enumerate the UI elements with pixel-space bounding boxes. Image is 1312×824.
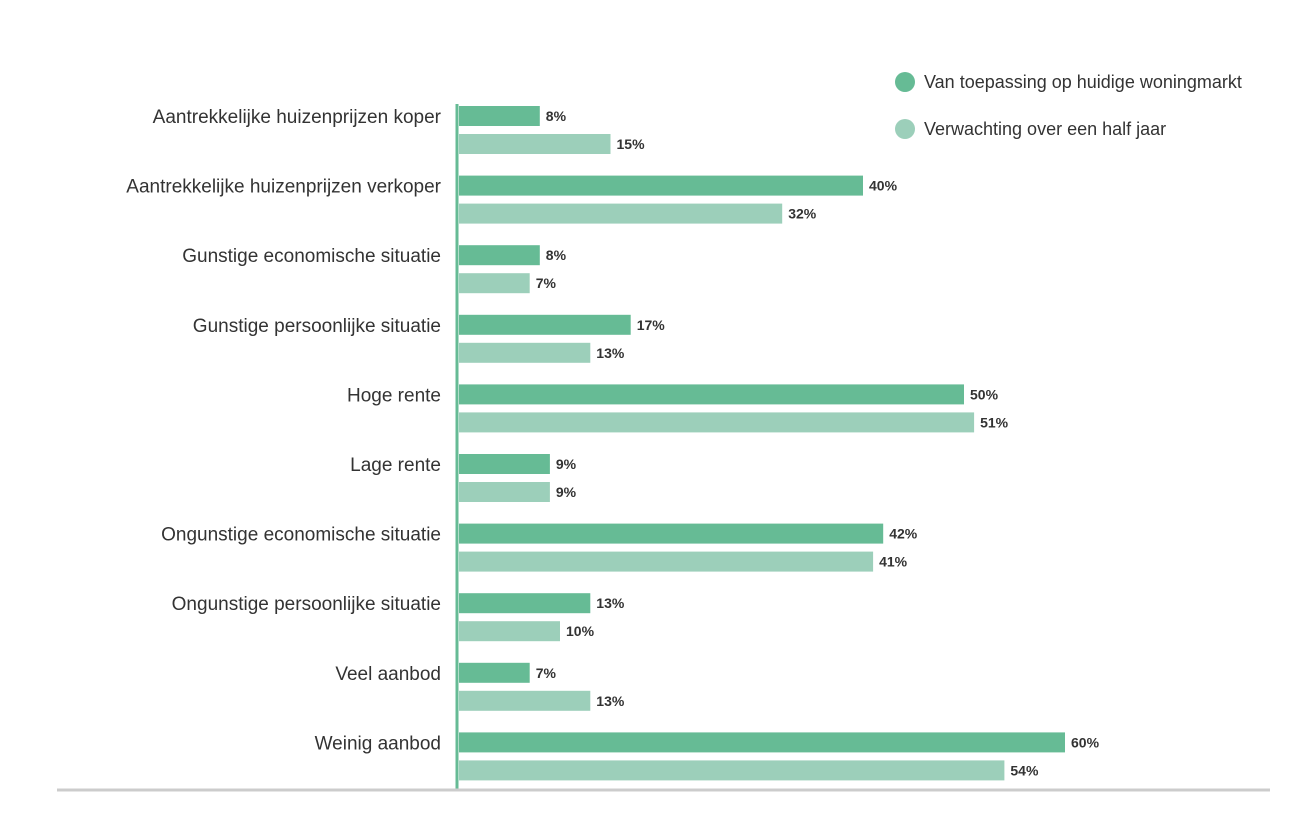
data-label: 32% (788, 206, 817, 222)
legend-label: Van toepassing op huidige woningmarkt (924, 72, 1242, 92)
legend-marker (895, 119, 915, 139)
data-label: 17% (637, 317, 666, 333)
data-label: 9% (556, 484, 577, 500)
data-label: 7% (536, 665, 557, 681)
data-label: 15% (617, 136, 646, 152)
bar-expected (459, 342, 591, 363)
bar-current (459, 106, 540, 126)
category-label: Lage rente (350, 455, 441, 476)
data-label: 8% (546, 108, 567, 124)
bar-expected (459, 482, 550, 502)
data-label: 13% (596, 595, 625, 611)
category-label: Aantrekkelijke huizenprijzen verkoper (126, 177, 441, 198)
bar-current (459, 175, 863, 196)
data-label: 9% (556, 456, 577, 472)
data-label: 8% (546, 247, 567, 263)
bar-current (459, 384, 964, 405)
data-label: 13% (596, 345, 625, 361)
data-label: 50% (970, 386, 999, 402)
bar-current (459, 245, 540, 266)
category-label: Gunstige persoonlijke situatie (193, 316, 441, 337)
category-label: Ongunstige persoonlijke situatie (172, 594, 441, 615)
category-label: Ongunstige economische situatie (161, 525, 441, 546)
category-labels: Aantrekkelijke huizenprijzen koper Aantre… (126, 107, 441, 754)
category-label: Weinig aanbod (315, 733, 441, 754)
legend: Van toepassing op huidige woningmarkt Ver… (895, 72, 1242, 139)
bar-current (459, 454, 550, 474)
data-label: 51% (980, 414, 1009, 430)
data-label: 13% (596, 693, 625, 709)
bar-expected (459, 134, 611, 154)
bar-current (459, 732, 1065, 753)
data-label: 41% (879, 554, 908, 570)
bar-current (459, 593, 591, 614)
data-label: 7% (536, 275, 557, 291)
data-label: 54% (1010, 762, 1039, 778)
bar-expected (459, 412, 975, 433)
bar-current (459, 662, 530, 683)
legend-marker (895, 72, 915, 92)
category-label: Gunstige economische situatie (182, 246, 441, 267)
bar-expected (459, 690, 591, 711)
data-label: 10% (566, 623, 595, 639)
bar-current (459, 523, 884, 544)
data-label: 42% (889, 526, 918, 542)
legend-label: Verwachting over een half jaar (924, 119, 1166, 139)
bar-expected (459, 551, 874, 572)
bar-expected (459, 760, 1005, 781)
bar-current (459, 314, 631, 335)
bar-group: 8% 15% 40% 32% 8% 7% 17% 13% 50% 51% 9% 9% 42% 41% 13%… (459, 106, 1100, 781)
bar-expected (459, 273, 530, 294)
data-label: 40% (869, 178, 898, 194)
bar-expected (459, 203, 783, 224)
bar-expected (459, 621, 560, 642)
data-label: 60% (1071, 734, 1100, 750)
category-label: Veel aanbod (335, 664, 441, 685)
category-label: Hoge rente (347, 385, 441, 406)
category-label: Aantrekkelijke huizenprijzen koper (153, 107, 442, 128)
